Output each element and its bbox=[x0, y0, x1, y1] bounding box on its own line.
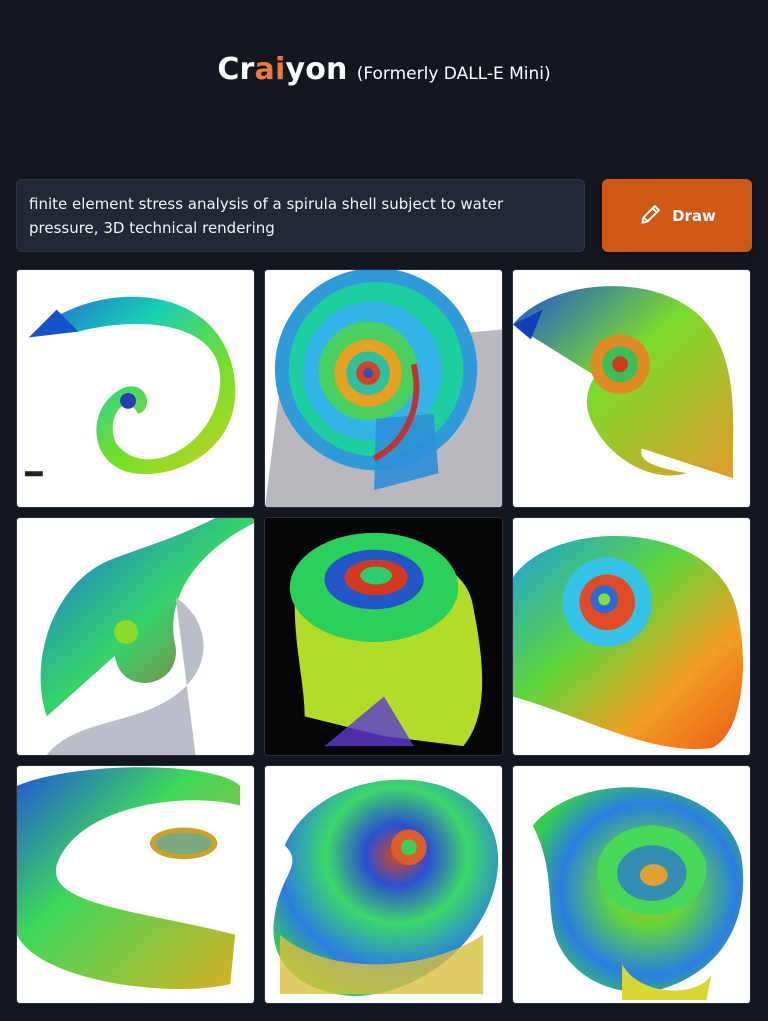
shell-image-4 bbox=[17, 518, 254, 755]
shell-image-9 bbox=[513, 766, 750, 1003]
result-image-9[interactable] bbox=[512, 765, 751, 1004]
header: Craiyon (Formerly DALL-E Mini) bbox=[0, 52, 768, 87]
shell-image-8 bbox=[265, 766, 502, 1003]
shell-image-3 bbox=[513, 270, 750, 507]
brand-subtitle: (Formerly DALL-E Mini) bbox=[356, 64, 551, 84]
prompt-text[interactable]: finite element stress analysis of a spir… bbox=[29, 195, 508, 237]
result-image-2[interactable] bbox=[264, 269, 503, 508]
result-image-8[interactable] bbox=[264, 765, 503, 1004]
shell-image-6 bbox=[513, 518, 750, 755]
result-image-7[interactable] bbox=[16, 765, 255, 1004]
prompt-input[interactable]: finite element stress analysis of a spir… bbox=[16, 179, 585, 252]
draw-button-label: Draw bbox=[672, 206, 716, 225]
result-image-6[interactable] bbox=[512, 517, 751, 756]
shell-image-7 bbox=[17, 766, 254, 1003]
result-image-1[interactable] bbox=[16, 269, 255, 508]
brand-text-end: yon bbox=[285, 52, 348, 87]
brand-text-accent: ai bbox=[254, 52, 286, 87]
shell-image-2 bbox=[265, 270, 502, 507]
result-image-5[interactable] bbox=[264, 517, 503, 756]
brand-logo[interactable]: Craiyon bbox=[217, 52, 347, 87]
result-image-4[interactable] bbox=[16, 517, 255, 756]
shell-image-5 bbox=[265, 518, 502, 755]
brand-text-start: Cr bbox=[217, 52, 255, 87]
draw-button[interactable]: Draw bbox=[602, 179, 752, 252]
shell-image-1 bbox=[17, 270, 254, 507]
result-image-3[interactable] bbox=[512, 269, 751, 508]
pencil-icon bbox=[638, 201, 664, 231]
results-grid bbox=[16, 269, 752, 1004]
